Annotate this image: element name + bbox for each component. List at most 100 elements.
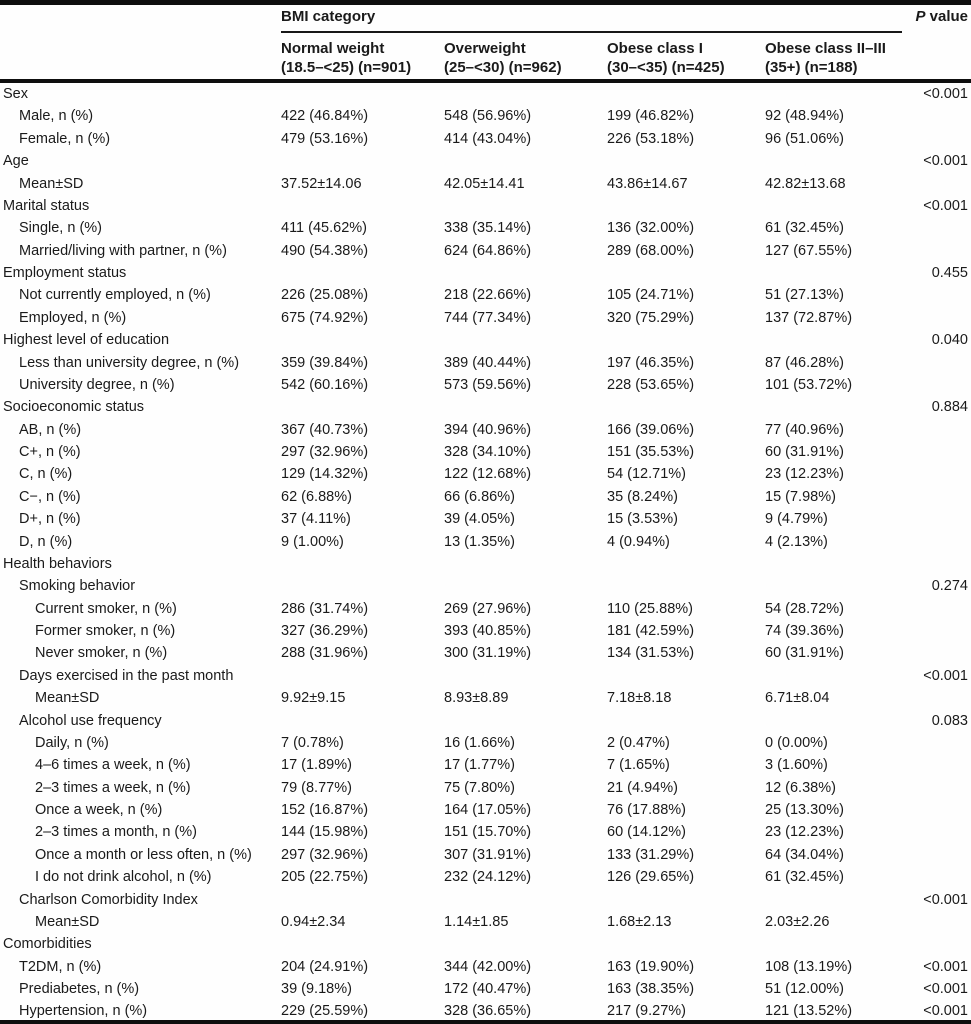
row-label: Former smoker, n (%) [35,623,176,639]
cell-value [281,262,444,284]
table-row: Employment status 0.455 [0,262,971,284]
cell-value: 744 (77.34%) [444,309,532,326]
cell-value: 54 (12.71%) [607,466,686,483]
cell-value: 51 (12.00%) [765,981,844,997]
p-value [906,911,971,933]
table-row: Alcohol use frequency 0.083 [0,710,971,732]
cell-value: 389 (40.44%) [444,354,532,371]
cell-value [765,933,906,955]
row-label: Charlson Comorbidity Index [19,891,198,908]
cell-value [444,83,607,105]
table-row: 4–6 times a week, n (%) 17 (1.89%) 17 (1.7… [0,754,971,776]
cell-value: 17 (1.89%) [281,757,352,774]
cell-value: 393 (40.85%) [444,623,532,639]
table-row: AB, n (%) 367 (40.73%) 394 (40.96%) 166 (39… [0,419,971,441]
row-label: D, n (%) [19,533,73,550]
cell-value [444,329,607,351]
row-label: C, n (%) [19,466,73,483]
p-value [906,642,971,664]
table-row: Highest level of education 0.040 [0,329,971,351]
cell-value: 64 (34.04%) [765,846,844,863]
row-label: Highest level of education [3,332,170,349]
cell-value: 134 (31.53%) [607,645,695,662]
cell-value: 205 (22.75%) [281,869,369,886]
cell-value: 54 (28.72%) [765,600,844,617]
cell-value: 2.03±2.26 [765,913,830,930]
cell-value: 320 (75.29%) [607,309,695,326]
p-value [906,240,971,262]
table-column-header-row: Normal weight (18.5–<25) (n=901) Overwei… [0,33,971,79]
cell-value: 12 (6.38%) [765,779,836,796]
cell-value [607,262,765,284]
cell-value: 172 (40.47%) [444,981,532,997]
row-label: Sex [3,86,28,102]
cell-value [444,575,607,597]
row-label: Female, n (%) [19,130,111,147]
cell-value: 548 (56.96%) [444,108,532,125]
p-value: <0.001 [923,667,968,684]
cell-value: 76 (17.88%) [607,802,686,818]
p-value [906,844,971,866]
cell-value: 328 (34.10%) [444,444,532,460]
cell-value [765,710,906,732]
cell-value: 39 (4.05%) [444,511,515,528]
row-label: Male, n (%) [19,108,94,125]
cell-value: 9 (1.00%) [281,533,344,550]
cell-value: 37 (4.11%) [281,511,351,528]
cell-value: 327 (36.29%) [281,623,369,639]
cell-value: 307 (31.91%) [444,846,532,863]
cell-value: 96 (51.06%) [765,130,844,147]
cell-value: 129 (14.32%) [281,466,369,483]
cell-value [607,575,765,597]
table-row: University degree, n (%) 542 (60.16%) 573 … [0,374,971,396]
cell-value: 77 (40.96%) [765,421,844,438]
p-value [906,419,971,441]
cell-value [281,150,444,172]
cell-value [281,710,444,732]
row-label: Prediabetes, n (%) [19,981,140,997]
cell-value [444,150,607,172]
row-label: Never smoker, n (%) [35,645,168,662]
cell-value [281,83,444,105]
cell-value: 110 (25.88%) [607,600,693,617]
cell-value: 66 (6.86%) [444,488,515,505]
table-row: 2–3 times a month, n (%) 144 (15.98%) 151 … [0,821,971,843]
cell-value: 344 (42.00%) [444,958,532,975]
cell-value: 226 (53.18%) [607,130,695,147]
cell-value [281,889,444,911]
cell-value: 7.18±8.18 [607,690,672,707]
cell-value: 61 (32.45%) [765,869,844,886]
p-value [906,821,971,843]
table-row: 2–3 times a week, n (%) 79 (8.77%) 75 (7.8… [0,777,971,799]
table-row: T2DM, n (%) 204 (24.91%) 344 (42.00%) 163 (… [0,956,971,978]
cell-value: 101 (53.72%) [765,376,853,393]
row-label: T2DM, n (%) [19,958,102,975]
column-header-line2: (35+) (n=188) [765,59,858,76]
table-row: Comorbidities [0,933,971,955]
row-label: Socioeconomic status [3,399,145,416]
cell-value [765,150,906,172]
cell-value: 422 (46.84%) [281,108,369,125]
cell-value: 1.68±2.13 [607,913,672,930]
column-header-overweight: Overweight (25–<30) (n=962) [444,39,607,79]
p-value [906,531,971,553]
column-header-line1: Overweight [444,40,526,57]
cell-value [765,889,906,911]
cell-value: 479 (53.16%) [281,130,369,147]
cell-value: 542 (60.16%) [281,376,369,393]
row-label: University degree, n (%) [19,376,175,393]
cell-value: 42.82±13.68 [765,175,846,192]
p-value [906,754,971,776]
cell-value: 51 (27.13%) [765,287,844,304]
header-spacer [0,39,281,79]
p-value: <0.001 [923,197,968,214]
cell-value: 624 (64.86%) [444,242,532,259]
cell-value: 60 (31.91%) [765,645,844,662]
cell-value: 269 (27.96%) [444,600,532,617]
cell-value [444,262,607,284]
cell-value [607,933,765,955]
cell-value: 60 (14.12%) [607,824,686,841]
cell-value: 2 (0.47%) [607,734,670,751]
row-label: Less than university degree, n (%) [19,354,240,371]
